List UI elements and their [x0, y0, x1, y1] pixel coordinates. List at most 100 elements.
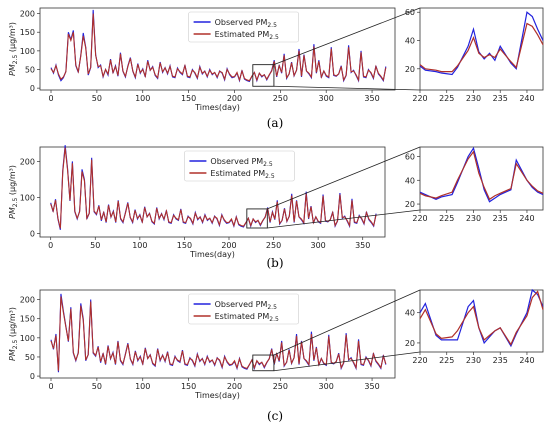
main-plot-frame	[39, 7, 396, 91]
series-estimated-line	[50, 13, 387, 82]
x-tick-label: 50	[90, 241, 100, 250]
y-tick-label: 0	[30, 229, 35, 238]
y-axis-label: PM2.5 (μg/m³)	[8, 165, 19, 219]
y-axis-label: PM2.5 (μg/m³)	[8, 307, 19, 361]
zoom-y-tick-label: 20	[405, 65, 415, 74]
panel-label: (b)	[266, 256, 283, 270]
zoom-y-tick-label: 40	[405, 309, 415, 318]
x-axis-label: Times(day)	[194, 391, 240, 400]
zoom-x-tick-label: 225	[439, 214, 454, 223]
zoom-plot-frame	[419, 289, 544, 353]
zoom-series-estimated-line	[419, 22, 544, 73]
legend-label-observed: Observed PM2.5	[210, 157, 272, 168]
series-estimated-line	[50, 296, 387, 371]
zoom-connector-bottom	[273, 85, 421, 91]
zoom-region-box	[252, 354, 275, 372]
zoom-x-tick-label: 240	[519, 356, 534, 365]
zoom-x-tick-label: 240	[519, 214, 534, 223]
y-tick-label: 200	[20, 296, 35, 305]
zoom-y-tick-label: 40	[405, 37, 415, 46]
zoom-x-tick-label: 225	[439, 356, 454, 365]
x-tick-label: 250	[273, 94, 288, 103]
y-tick-label: 0	[30, 372, 35, 381]
panel-label: (a)	[267, 116, 284, 130]
x-tick-label: 200	[227, 382, 242, 391]
legend-box	[188, 293, 299, 325]
x-tick-label: 0	[48, 382, 53, 391]
main-plot-frame	[39, 146, 386, 238]
zoom-connector-bottom	[273, 351, 421, 372]
zoom-connector-top	[273, 289, 421, 356]
x-tick-label: 300	[310, 241, 325, 250]
zoom-y-tick-label: 60	[405, 153, 415, 162]
x-tick-label: 250	[266, 241, 281, 250]
y-axis-label: PM2.5 (μg/m³)	[8, 22, 19, 76]
x-tick-label: 350	[355, 241, 370, 250]
zoom-x-tick-label: 225	[439, 94, 454, 103]
zoom-x-tick-label: 220	[412, 214, 427, 223]
legend-label-estimated: Estimated PM2.5	[215, 30, 279, 41]
zoom-x-tick-label: 235	[493, 214, 508, 223]
y-tick-label: 150	[20, 315, 35, 324]
x-tick-label: 0	[48, 94, 53, 103]
zoom-x-tick-label: 230	[466, 356, 481, 365]
zoom-connector-bottom	[267, 209, 421, 229]
zoom-connector-top	[273, 7, 421, 66]
zoom-x-tick-label: 230	[466, 214, 481, 223]
panel-label: (c)	[267, 409, 283, 423]
x-tick-label: 350	[364, 382, 379, 391]
zoom-x-tick-label: 230	[466, 94, 481, 103]
x-tick-label: 0	[48, 241, 53, 250]
zoom-region-box	[252, 64, 275, 87]
zoom-series-observed-line	[419, 288, 544, 348]
legend-label-estimated: Estimated PM2.5	[215, 312, 279, 323]
y-tick-label: 50	[25, 353, 35, 362]
zoom-x-tick-label: 235	[493, 356, 508, 365]
legend-box	[188, 11, 299, 43]
x-tick-label: 350	[364, 94, 379, 103]
x-tick-label: 300	[319, 94, 334, 103]
panel-b: 0 50 100 150 200 250 300 3500100200Times(day)PM…	[8, 145, 544, 270]
y-tick-label: 200	[20, 10, 35, 19]
zoom-region-box	[246, 208, 268, 229]
x-tick-label: 50	[92, 94, 102, 103]
legend-label-estimated: Estimated PM2.5	[210, 169, 274, 180]
y-tick-label: 150	[20, 28, 35, 37]
zoom-series-estimated-line	[419, 150, 544, 201]
panel-a: 0 50 100 150 200 250 300 350050100150200Times(d…	[8, 7, 544, 130]
zoom-series-estimated-line	[419, 290, 544, 346]
x-tick-label: 250	[273, 382, 288, 391]
legend-label-observed: Observed PM2.5	[215, 300, 277, 311]
series-estimated-line	[50, 147, 377, 229]
zoom-x-tick-label: 220	[412, 94, 427, 103]
zoom-x-tick-label: 235	[493, 94, 508, 103]
main-plot-frame	[39, 289, 396, 379]
zoom-y-tick-label: 40	[405, 176, 415, 185]
zoom-y-tick-label: 20	[405, 200, 415, 209]
y-tick-label: 100	[20, 47, 35, 56]
x-axis-label: Times(day)	[194, 103, 240, 112]
x-tick-label: 200	[227, 94, 242, 103]
legend-box	[184, 150, 295, 182]
panel-c: 0 50 100 150 200 250 300 350050100150200Times(d…	[8, 288, 544, 423]
x-tick-label: 150	[181, 382, 196, 391]
x-tick-label: 100	[132, 241, 147, 250]
y-tick-label: 0	[30, 84, 35, 93]
y-tick-label: 100	[20, 334, 35, 343]
y-tick-label: 50	[25, 66, 35, 75]
zoom-y-tick-label: 60	[405, 8, 415, 17]
x-tick-label: 150	[177, 241, 192, 250]
zoom-x-tick-label: 220	[412, 356, 427, 365]
zoom-connector-top	[267, 146, 421, 210]
x-tick-label: 150	[181, 94, 196, 103]
y-tick-label: 100	[20, 193, 35, 202]
zoom-y-tick-label: 20	[405, 339, 415, 348]
legend-label-observed: Observed PM2.5	[215, 18, 277, 29]
x-axis-label: Times(day)	[189, 250, 235, 259]
x-tick-label: 100	[135, 382, 150, 391]
zoom-plot-frame	[419, 7, 544, 91]
